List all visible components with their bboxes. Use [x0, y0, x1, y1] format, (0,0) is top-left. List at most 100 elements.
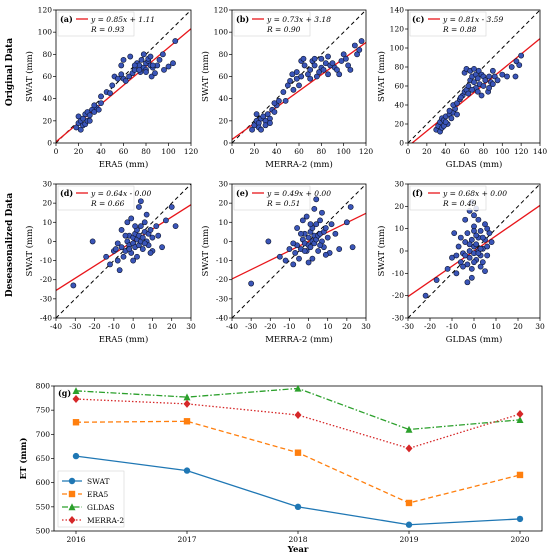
series-marker	[405, 425, 413, 433]
legend-box	[409, 11, 487, 37]
data-point	[116, 267, 123, 274]
data-point	[265, 238, 272, 245]
legend: (d) y = 0.64x - 0.00R = 0.66	[57, 185, 151, 211]
legend-label: GLDAS	[87, 503, 115, 512]
y-tick-label: 800	[36, 382, 51, 391]
data-point	[462, 216, 469, 223]
series-marker	[183, 399, 191, 408]
data-point	[475, 216, 482, 223]
data-point	[77, 126, 84, 133]
data-point	[286, 246, 293, 252]
data-point	[317, 242, 323, 249]
data-point	[460, 263, 466, 270]
series-marker	[294, 503, 302, 511]
x-tick-label: -10	[283, 322, 295, 331]
x-tick-label: 2017	[177, 535, 196, 544]
data-point	[504, 73, 510, 80]
data-point	[466, 241, 473, 248]
data-point	[446, 107, 453, 114]
x-tick-label: 30	[361, 322, 371, 331]
data-point	[471, 66, 477, 72]
panel-label: (b)	[236, 14, 249, 24]
fit-equation: y = 0.73x + 3.18	[266, 15, 331, 24]
data-point	[136, 204, 142, 210]
data-point	[248, 280, 255, 287]
data-point	[300, 55, 307, 62]
x-tick-label: 80	[141, 147, 151, 156]
y-axis-label: SWAT (mm)	[376, 51, 387, 102]
plot-area	[232, 184, 366, 318]
x-tick-label: 2018	[288, 535, 307, 544]
data-point	[165, 63, 172, 70]
y-tick-label: 20	[218, 116, 228, 125]
legend: SWAT ERA5 GLDAS MERRA-2	[57, 470, 124, 528]
data-point	[356, 47, 363, 53]
x-tick-label: 20	[250, 147, 260, 156]
data-point	[143, 211, 150, 218]
y-axis-label: SWAT (mm)	[200, 226, 211, 277]
series-merra-2	[72, 395, 524, 453]
data-point	[267, 120, 273, 126]
data-point	[70, 282, 77, 289]
x-axis-label: MERRA-2 (mm)	[265, 159, 333, 170]
data-point	[114, 75, 121, 82]
y-tick-label: 10	[42, 218, 52, 227]
x-tick-label: 80	[317, 147, 327, 156]
data-point	[107, 261, 113, 268]
x-tick-label: -40	[226, 322, 238, 331]
data-point	[349, 244, 356, 251]
data-point	[309, 255, 316, 262]
y-tick-label: 20	[218, 199, 228, 208]
y-tick-label: 30	[394, 180, 404, 189]
y-tick-label: 140	[390, 6, 405, 15]
series-era5	[72, 418, 524, 507]
data-point	[325, 71, 331, 78]
x-tick-label: 60	[119, 147, 129, 156]
y-tick-label: 30	[42, 180, 52, 189]
data-point	[313, 221, 320, 228]
data-point	[464, 279, 471, 286]
data-point	[86, 117, 93, 124]
data-point	[298, 230, 304, 237]
correlation-label: R = 0.90	[266, 25, 301, 34]
x-tick-label: -20	[264, 322, 276, 331]
series-marker	[68, 503, 76, 511]
x-axis-label: MERRA-2 (mm)	[265, 334, 333, 345]
y-tick-label: 10	[394, 224, 404, 233]
y-tick-label: 20	[42, 199, 52, 208]
data-point	[489, 81, 496, 87]
fit-equation: y = 0.68x + 0.00	[442, 189, 507, 198]
data-point	[89, 238, 96, 245]
data-point	[342, 55, 349, 62]
data-point	[91, 109, 98, 115]
y-tick-label: 10	[218, 218, 228, 227]
series-marker	[405, 499, 413, 507]
y-tick-label: 100	[390, 44, 405, 53]
x-tick-label: 20	[74, 147, 84, 156]
x-tick-label: 2019	[399, 535, 418, 544]
data-point	[468, 265, 475, 272]
data-point	[318, 55, 325, 62]
x-tick-label: 40	[272, 147, 282, 156]
data-point	[313, 196, 320, 203]
x-tick-label: -40	[50, 322, 62, 331]
series-marker	[294, 449, 302, 456]
data-point	[75, 113, 82, 120]
data-point	[479, 234, 486, 241]
data-point	[122, 78, 129, 84]
correlation-label: R = 0.93	[90, 25, 125, 34]
data-point	[152, 70, 158, 77]
data-point	[156, 56, 163, 63]
data-point	[141, 240, 148, 247]
series-swat	[72, 452, 524, 528]
correlation-label: R = 0.49	[442, 199, 477, 208]
data-point	[139, 246, 146, 252]
series-marker	[516, 416, 524, 424]
data-point	[159, 244, 165, 251]
series-line	[75, 455, 521, 526]
x-tick-label: -30	[245, 322, 257, 331]
x-tick-label: -10	[108, 322, 120, 331]
legend: (a) y = 0.85x + 1.11R = 0.93	[57, 11, 155, 37]
x-tick-label: 2020	[510, 535, 529, 544]
data-point	[462, 252, 469, 259]
